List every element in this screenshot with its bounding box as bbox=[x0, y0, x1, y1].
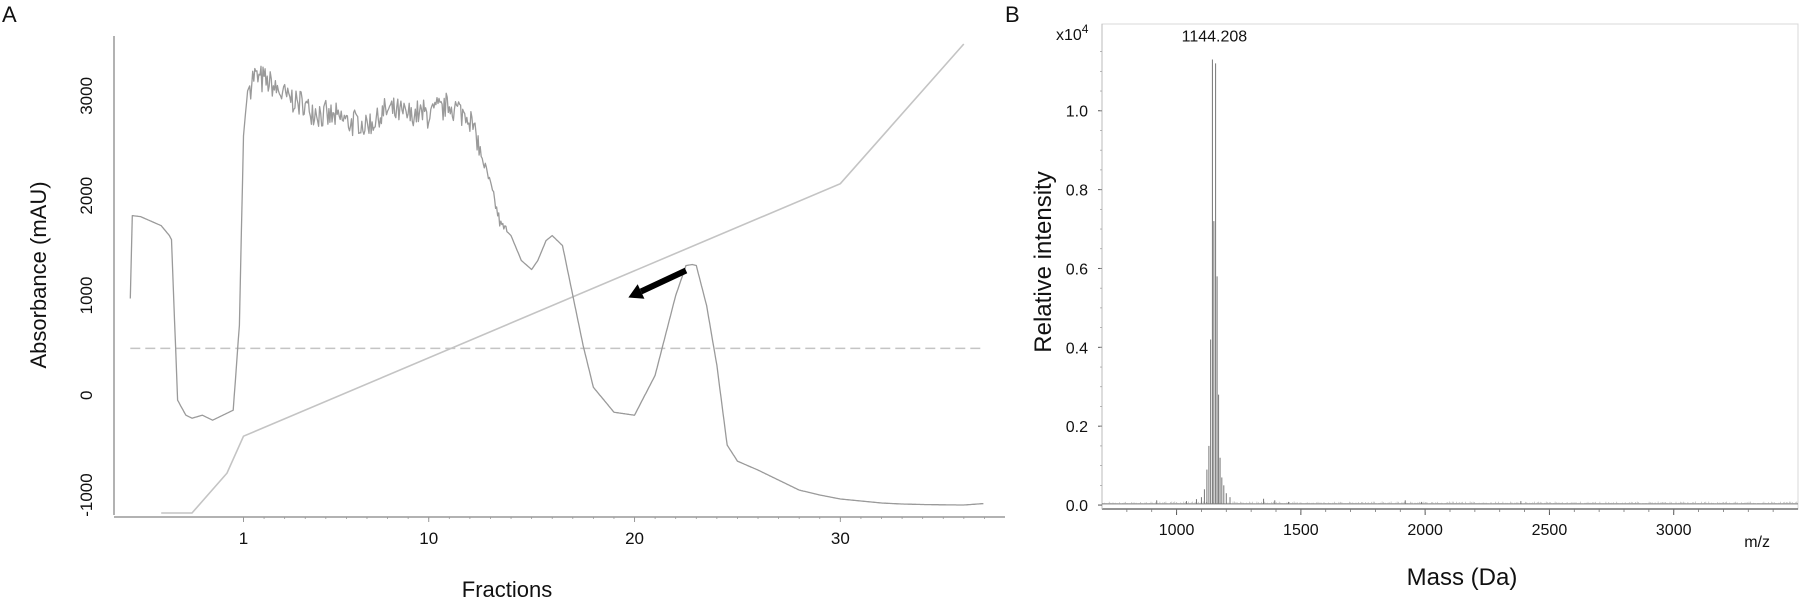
panel-b-peak-label: 1144.208 bbox=[1182, 29, 1248, 46]
panel-b-ytick-label: 0.2 bbox=[1066, 419, 1088, 436]
panel-b-xlabel: Mass (Da) bbox=[1407, 564, 1518, 591]
panel-b-frame bbox=[1101, 23, 1799, 510]
panel-b-spectrum bbox=[1102, 59, 1798, 505]
panel-a-xtick-label: 1 bbox=[239, 529, 248, 548]
panel-a-ticks: 1 10 20 30 -1000 0 1000 2000 3000 bbox=[77, 77, 985, 548]
panel-b-xtick-label: 3000 bbox=[1656, 522, 1692, 539]
panel-b-plot-frame bbox=[1101, 23, 1799, 510]
panel-a-ylabel: Absorbance (mAU) bbox=[26, 181, 51, 368]
panel-b-ytick-label: 0.8 bbox=[1066, 183, 1088, 200]
panel-b-noise bbox=[1104, 501, 1798, 504]
panel-a-ytick-label: -1000 bbox=[77, 473, 96, 516]
panel-a-arrow bbox=[628, 267, 688, 299]
panel-b-xtick-label: 1000 bbox=[1159, 522, 1195, 539]
panel-a-arrow-head bbox=[628, 284, 645, 299]
panel-a-xtick-label: 30 bbox=[831, 529, 850, 548]
panel-a-xtick-label: 10 bbox=[419, 529, 438, 548]
panel-b-ylabel: Relative intensity bbox=[1030, 171, 1057, 352]
panel-a-absorbance-trace bbox=[129, 65, 984, 506]
panel-b-letter: B bbox=[1005, 2, 1020, 27]
panel-b-xtick-label: 2500 bbox=[1532, 522, 1568, 539]
panel-a-axes bbox=[113, 36, 1005, 518]
panel-a-xlabel: Fractions bbox=[462, 577, 552, 598]
panel-a-ytick-label: 2000 bbox=[77, 177, 96, 215]
panel-b-xtick-label: 1500 bbox=[1283, 522, 1319, 539]
panel-a-ytick-label: 3000 bbox=[77, 77, 96, 115]
panel-b-ytick-label: 0.4 bbox=[1066, 340, 1088, 357]
panel-a-ytick-label: 1000 bbox=[77, 277, 96, 315]
panel-b-scale-exponent: 4 bbox=[1082, 22, 1089, 36]
panel-b-ytick-label: 1.0 bbox=[1066, 104, 1088, 121]
panel-b-xtick-label: 2000 bbox=[1407, 522, 1443, 539]
panel-a: A 1 10 20 30 -1000 0 1000 2000 3000 Fractions Ab… bbox=[2, 2, 1005, 598]
panel-a-gradient-line bbox=[161, 43, 965, 514]
panel-b-unit-label: m/z bbox=[1744, 534, 1770, 551]
panel-b: B 1000 1500 2000 2500 3000 0.0 0.2 0.4 0.6 0.8 1.0… bbox=[1005, 2, 1799, 591]
panel-b-ticks: 1000 1500 2000 2500 3000 0.0 0.2 0.4 0.6 0.8 1.0 bbox=[1066, 51, 1774, 539]
panel-a-ytick-label: 0 bbox=[77, 391, 96, 400]
panel-a-xtick-label: 20 bbox=[625, 529, 644, 548]
panel-b-scale-base: x10 bbox=[1056, 27, 1082, 44]
panel-a-letter: A bbox=[2, 2, 17, 27]
panel-b-scale-label: x104 bbox=[1056, 22, 1089, 44]
panel-a-arrow-shaft bbox=[639, 267, 688, 295]
panel-b-ytick-label: 0.0 bbox=[1066, 498, 1088, 515]
panel-a-series bbox=[129, 43, 984, 514]
panel-b-ytick-label: 0.6 bbox=[1066, 261, 1088, 278]
